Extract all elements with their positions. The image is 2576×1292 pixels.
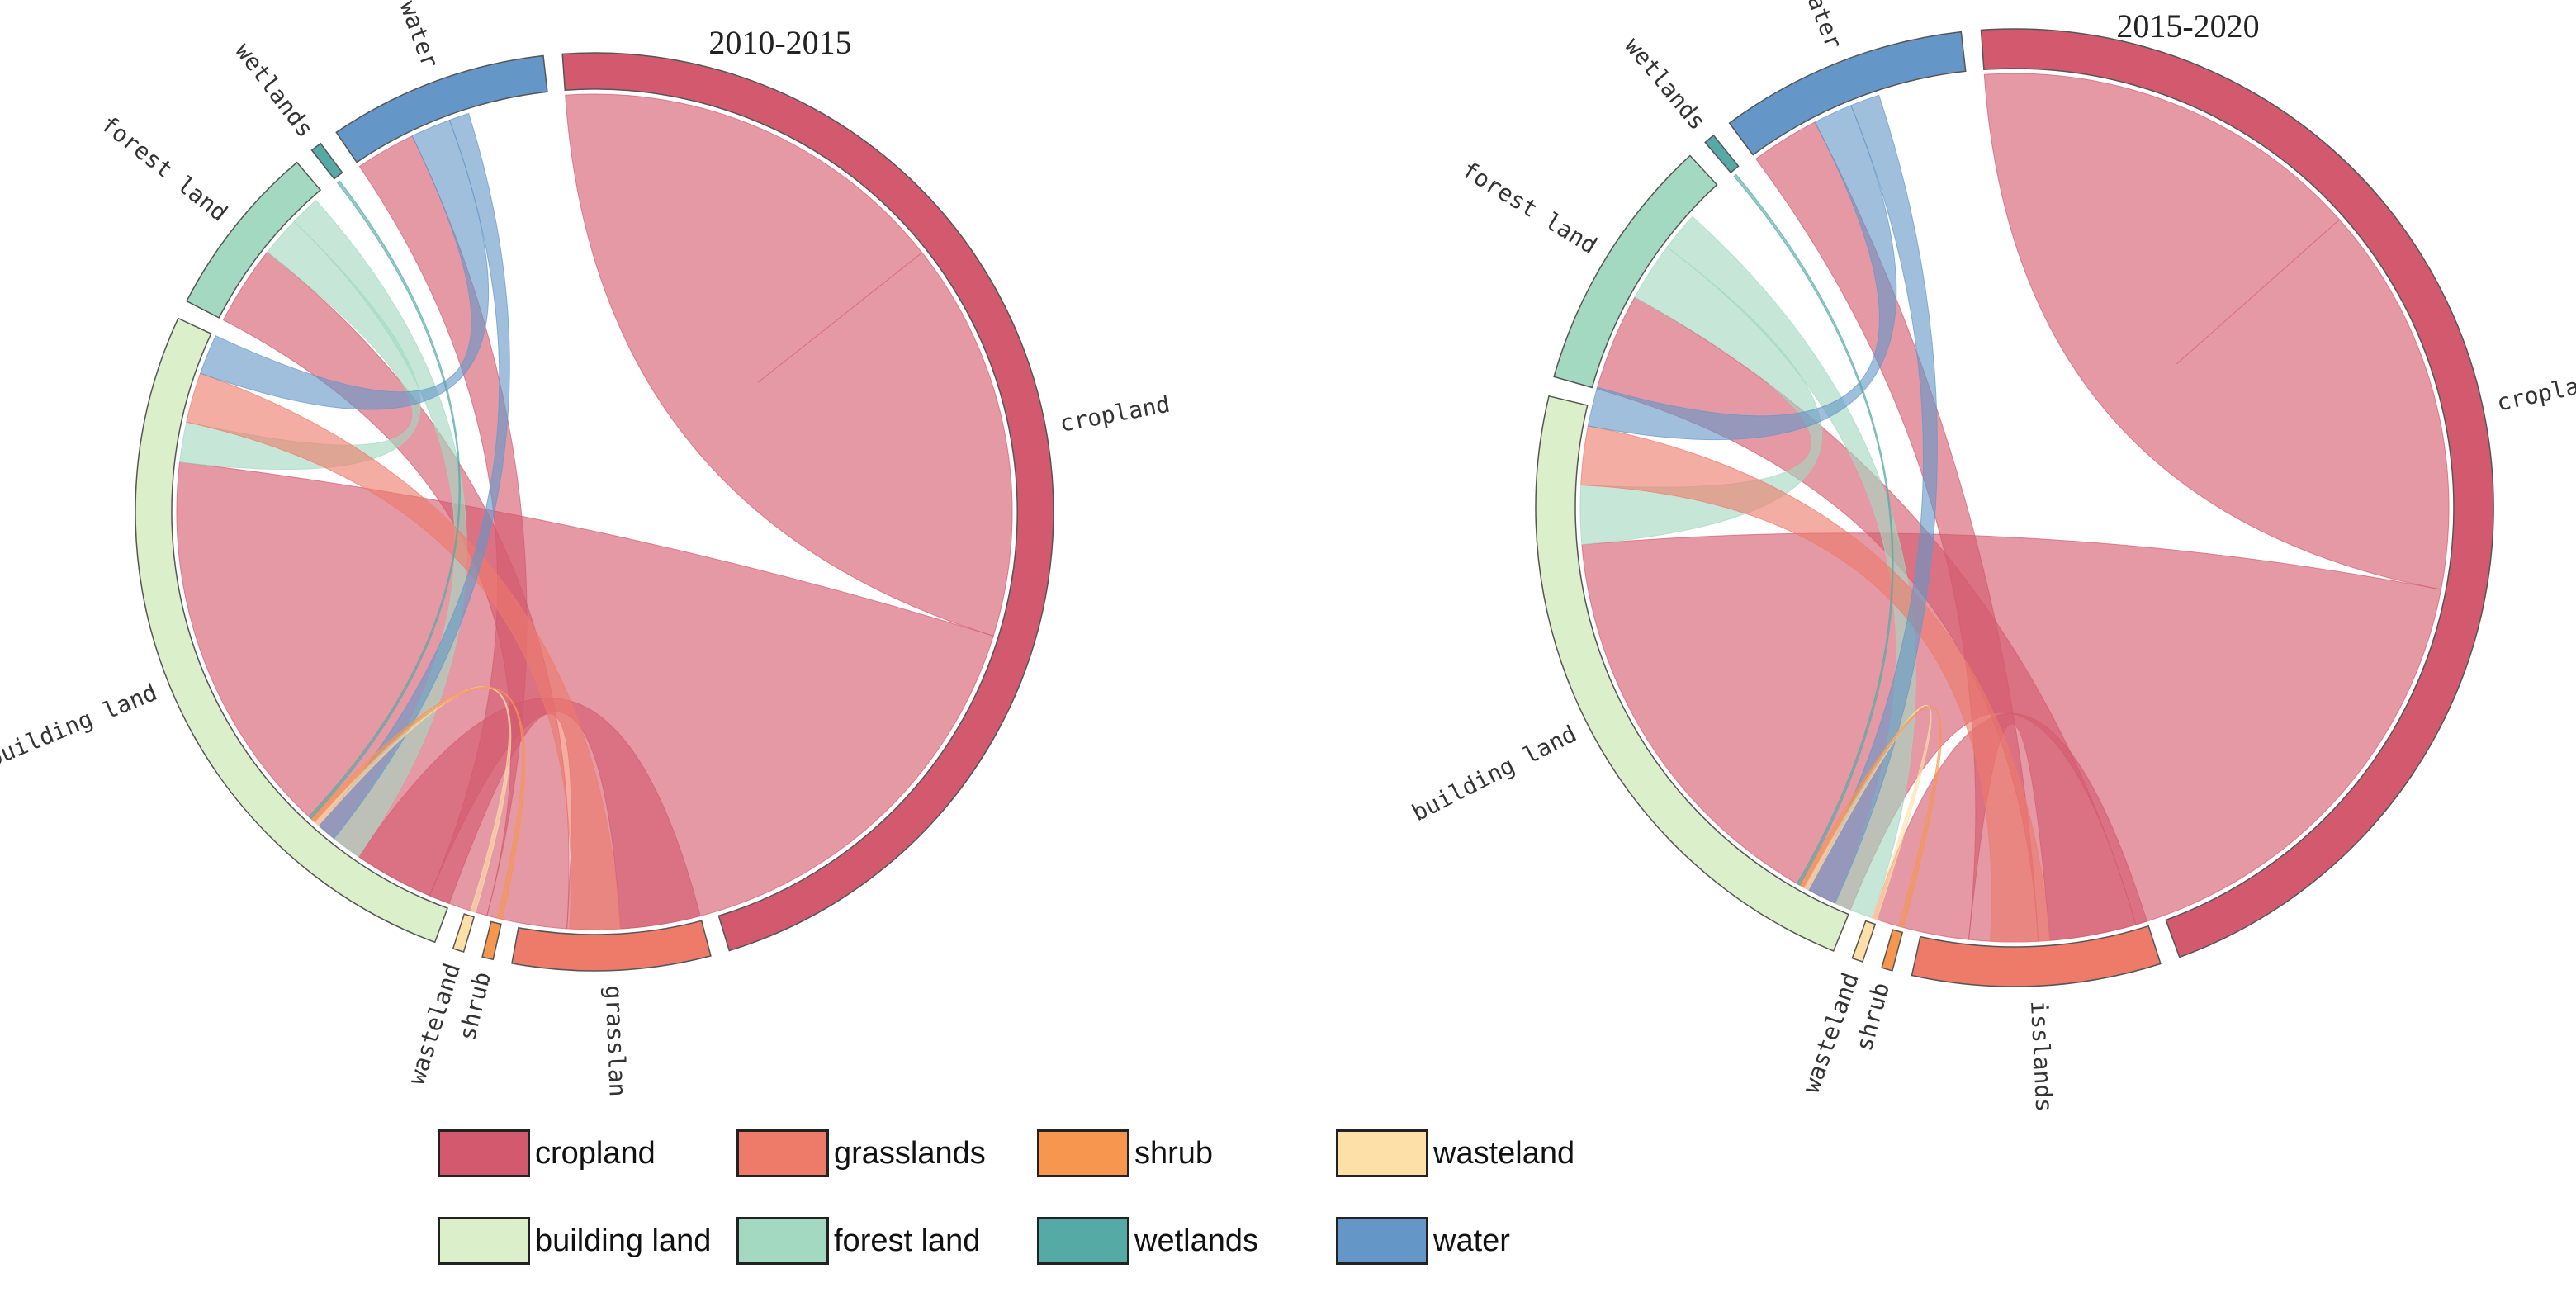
segment-arc-wasteland [1851, 920, 1877, 963]
segment-label-grasslands: grasslan [600, 985, 632, 1097]
legend-item-grasslands: grasslands [736, 1127, 986, 1180]
segment-arc-cropland [561, 52, 1054, 952]
segment-label-wetlands: wetlands [1619, 32, 1711, 135]
segment-arc-wetlands [310, 142, 343, 180]
legend-label: wetlands [1134, 1223, 1258, 1258]
ribbon-grasslands-to-building_land [186, 372, 621, 930]
chord-chart-1: 2010-2015croplandgrasslanshrubwastelandb… [0, 0, 1172, 1097]
segment-arc-grasslands [511, 920, 712, 972]
chart-title: 2015-2020 [2116, 7, 2259, 45]
segment-arc-cropland [1980, 28, 2494, 958]
segment-arc-wasteland [452, 913, 476, 953]
legend-label: forest land [834, 1223, 981, 1258]
legend-item-building-land: building land [438, 1214, 711, 1267]
segment-arc-forest_land [186, 161, 322, 319]
legend-swatch [1037, 1129, 1129, 1177]
legend-swatch [736, 1217, 829, 1265]
ribbon-water-to-cropland [317, 112, 510, 840]
ribbon-water-to-cropland [1807, 94, 1938, 904]
legend-swatch [1336, 1217, 1428, 1265]
segment-label-cropland: cropland [2494, 367, 2576, 417]
segment-label-water: water [394, 0, 443, 72]
legend-swatch [1336, 1129, 1428, 1177]
segment-label-cropland: cropland [1058, 390, 1172, 438]
ribbon-wetlands-to-cropland [308, 180, 461, 820]
ribbon-wasteland-to-cropland [1803, 705, 1932, 920]
ribbon-wasteland-to-cropland [314, 686, 512, 913]
segment-arc-water [1728, 31, 1967, 156]
segment-arc-shrub [481, 920, 502, 961]
legend-label: shrub [1134, 1135, 1214, 1171]
ribbon-water-to-building_land [1587, 105, 1897, 441]
segment-label-forest_land: forest land [1457, 156, 1602, 259]
legend-item-wetlands: wetlands [1037, 1214, 1258, 1267]
segment-arc-building_land [135, 317, 448, 944]
legend-label: water [1433, 1223, 1510, 1258]
legend-item-water: water [1336, 1214, 1510, 1267]
legend-item-forest-land: forest land [736, 1214, 980, 1267]
legend-swatch [1037, 1217, 1129, 1265]
ribbons [176, 93, 1013, 930]
ribbon-grasslands-to-building_land [1580, 425, 2051, 943]
segment-label-grasslands: isslands [2025, 1000, 2057, 1112]
ribbon-cropland-to-grasslands [358, 697, 701, 930]
ribbon-cropland-to-cropland [1983, 73, 2450, 590]
legend-item-cropland: cropland [438, 1127, 656, 1180]
legend-swatch [736, 1129, 829, 1177]
segment-arc-water [335, 54, 548, 163]
chart-title: 2010-2015 [708, 24, 851, 61]
segment-label-wetlands: wetlands [230, 37, 319, 142]
legend: cropland grasslands shrub wasteland buil… [438, 1127, 1676, 1292]
chord-chart-2: 2015-2020croplandisslandsshrubwastelandb… [1408, 0, 2576, 1113]
legend-label: grasslands [834, 1135, 986, 1171]
legend-label: wasteland [1433, 1135, 1575, 1171]
ribbon-shrub-to-cropland [310, 686, 526, 920]
segment-arc-wetlands [1704, 134, 1740, 174]
segment-arc-forest_land [1553, 154, 1718, 389]
ribbon-shrub-to-cropland [1799, 706, 1942, 929]
ribbon-cropland-to-cropland [565, 93, 1013, 637]
legend-label: cropland [535, 1135, 656, 1171]
legend-label: building land [535, 1223, 712, 1258]
ribbon-wetlands-to-cropland [1733, 173, 1894, 886]
segment-arc-grasslands [1911, 925, 2162, 987]
segment-label-building_land: building land [1408, 720, 1581, 827]
legend-item-wasteland: wasteland [1336, 1127, 1574, 1180]
legend-swatch [438, 1217, 530, 1265]
segment-label-water: water [1797, 0, 1848, 53]
legend-item-shrub: shrub [1037, 1127, 1213, 1180]
ribbons [1579, 73, 2450, 943]
segment-label-forest_land: forest land [96, 110, 233, 226]
segment-arc-shrub [1881, 929, 1904, 972]
legend-swatch [438, 1129, 530, 1177]
segment-label-building_land: building land [0, 679, 161, 773]
segment-arc-building_land [1535, 395, 1849, 952]
